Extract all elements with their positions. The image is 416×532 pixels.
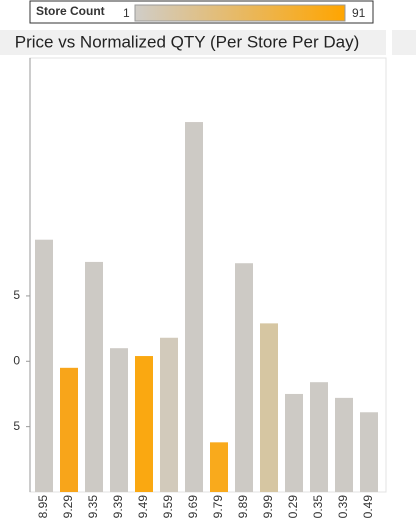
x-tick-label: 9.79 <box>211 495 225 519</box>
x-tick-label: 9.35 <box>86 495 100 519</box>
x-tick-label: 9.89 <box>236 495 250 519</box>
x-tick-label: 9.59 <box>161 495 175 519</box>
x-tick-label: 8.95 <box>36 495 50 519</box>
bar <box>85 261 103 492</box>
bar <box>310 382 328 492</box>
bar <box>110 348 128 492</box>
plot-frame <box>29 57 387 493</box>
bar <box>60 367 78 492</box>
x-tick-label: 9.69 <box>186 495 200 519</box>
title-bar <box>0 30 386 55</box>
legend-ramp <box>134 4 346 22</box>
chart-title: Price vs Normalized QTY (Per Store Per D… <box>15 32 360 51</box>
x-tick-label: 9.29 <box>61 495 75 519</box>
x-tick-label: 9.49 <box>136 495 150 519</box>
x-tick-label: 9.39 <box>111 495 125 519</box>
x-tick-label: 0.49 <box>361 495 375 519</box>
bar <box>35 239 53 492</box>
bar <box>285 393 303 492</box>
bar <box>360 412 378 492</box>
bar <box>335 397 353 492</box>
bar <box>235 263 253 492</box>
title-bar-right <box>392 30 416 55</box>
bar <box>160 337 178 492</box>
x-tick-label: 0.29 <box>286 495 300 519</box>
legend-max: 91 <box>352 6 366 20</box>
bar <box>260 323 278 492</box>
legend-title: Store Count <box>36 4 105 18</box>
bar <box>185 122 203 493</box>
bar <box>135 356 153 492</box>
y-tick-label: 5 <box>13 288 20 302</box>
bar <box>210 442 228 492</box>
y-tick-label: 5 <box>13 419 20 433</box>
legend-min: 1 <box>123 6 130 20</box>
x-tick-label: 9.99 <box>261 495 275 519</box>
y-tick-label: 0 <box>13 353 20 367</box>
x-tick-label: 0.39 <box>336 495 350 519</box>
x-tick-label: 0.35 <box>311 495 325 519</box>
